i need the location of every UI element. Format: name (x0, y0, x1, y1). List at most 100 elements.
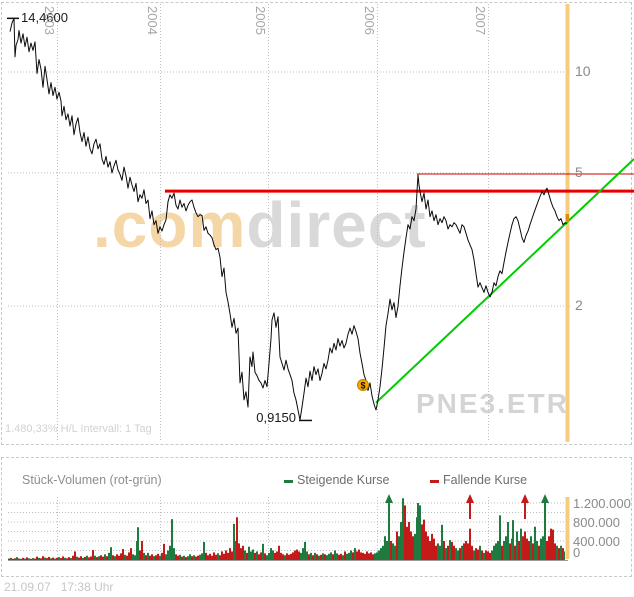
volume-bar (445, 548, 447, 560)
volume-bar (225, 550, 227, 560)
volume-bar (459, 548, 461, 560)
volume-bar (479, 545, 481, 560)
volume-bar (296, 549, 298, 560)
watermark-direct: direct (246, 189, 427, 261)
volume-bar (423, 519, 425, 560)
volume-bar (489, 552, 491, 560)
volume-bar (102, 556, 104, 560)
volume-bar (70, 558, 72, 560)
legend-down-dash-icon (430, 480, 439, 483)
volume-bar (410, 531, 412, 560)
volume-bar (360, 552, 362, 560)
volume-bar (302, 548, 304, 560)
volume-bar (402, 498, 404, 560)
volume-bar (503, 541, 505, 560)
volume-bar (134, 555, 136, 560)
volume-bar (201, 553, 203, 560)
volume-bar (516, 531, 518, 560)
volume-bar (233, 523, 235, 560)
volume-bar (54, 558, 56, 560)
volume-bar (326, 555, 328, 560)
volume-bar (400, 522, 402, 560)
split-marker-symbol: $ (360, 381, 365, 391)
volume-bar (244, 550, 246, 560)
volume-bar (18, 558, 20, 560)
volume-bar (44, 557, 46, 560)
last-price-tick (565, 214, 569, 222)
volume-bar (207, 555, 209, 560)
volume-bar (546, 541, 548, 560)
volume-bar (336, 553, 338, 560)
volume-bar (76, 556, 78, 560)
volume-bar (499, 515, 501, 560)
volume-bar (282, 554, 284, 560)
volume-bar (215, 554, 217, 560)
volume-bar (240, 548, 242, 560)
volume-bar (90, 556, 92, 560)
volume-bar (475, 548, 477, 560)
price-line (9, 17, 568, 421)
volume-bar (558, 548, 560, 560)
volume-bar (16, 557, 18, 560)
volume-arrow-icon (521, 494, 529, 503)
volume-bar (350, 550, 352, 560)
volume-bar (8, 558, 10, 560)
volume-bar (223, 553, 225, 560)
volume-bar (491, 550, 493, 560)
volume-bar (191, 556, 193, 560)
volume-bar (165, 554, 167, 560)
volume-bar (540, 538, 542, 560)
volume-bar (563, 551, 565, 560)
volume-bar (278, 545, 280, 560)
volume-bar (294, 550, 296, 560)
volume-bar (483, 552, 485, 560)
volume-bar (34, 558, 36, 560)
volume-bar (505, 536, 507, 560)
volume-bar (376, 552, 378, 560)
volume-bar (457, 550, 459, 560)
volume-bar (272, 550, 274, 560)
volume-bar (62, 556, 64, 560)
volume-bar (314, 552, 316, 560)
volume-bar (185, 557, 187, 560)
volume-bar (461, 545, 463, 560)
volume-bar (32, 558, 34, 560)
volume-bar (536, 541, 538, 560)
volume-bar (396, 531, 398, 560)
volume-bar (318, 555, 320, 560)
volume-bar (254, 552, 256, 560)
volume-bar (132, 554, 134, 560)
volume-bar (270, 548, 272, 560)
volume-bar (507, 522, 509, 560)
volume-bar (141, 541, 143, 560)
volume-bar (50, 558, 52, 560)
volume-bar (380, 548, 382, 560)
volume-bar (532, 543, 534, 560)
volume-bar (554, 543, 556, 560)
volume-arrow-icon (466, 494, 474, 503)
volume-bar (487, 551, 489, 560)
volume-bar (211, 555, 213, 560)
volume-bar (175, 554, 177, 560)
volume-bar (38, 557, 40, 560)
volume-bar (42, 556, 44, 560)
volume-bar (392, 543, 394, 560)
volume-bar (382, 545, 384, 560)
volume-bar (354, 548, 356, 560)
volume-bar (320, 554, 322, 560)
volume-bar (60, 558, 62, 560)
volume-bar (48, 556, 50, 560)
volume-bar (264, 553, 266, 560)
volume-bar (463, 543, 465, 560)
volume-bar (177, 555, 179, 560)
volume-bar (346, 553, 348, 560)
volume-bar (306, 551, 308, 560)
volume-bar (268, 552, 270, 560)
current-date-line-volume (565, 497, 570, 559)
volume-bar (80, 556, 82, 560)
volume-bar (384, 536, 386, 560)
volume-bar (290, 553, 292, 560)
volume-bar (560, 545, 562, 560)
volume-bar (147, 552, 149, 560)
volume-bar (169, 545, 171, 560)
